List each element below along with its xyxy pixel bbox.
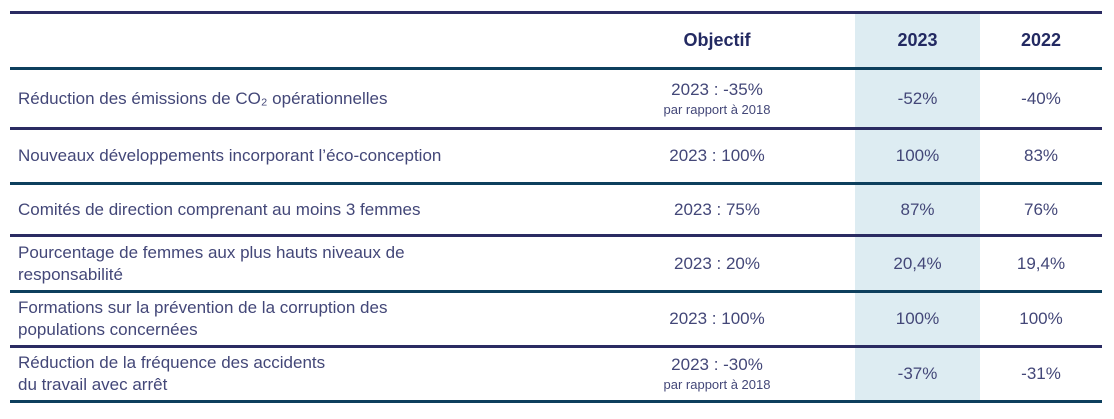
row-objectif-cell: 2023 : 100% — [579, 130, 855, 182]
objectif-note: par rapport à 2018 — [663, 377, 771, 392]
value-2022: 19,4% — [1016, 253, 1066, 273]
value-2023: 100% — [855, 130, 980, 182]
row-label: Formations sur la prévention de la corru… — [18, 298, 388, 339]
objectif-value: 2023 : -35% — [671, 79, 763, 99]
row-objectif-cell: 2023 : -35% par rapport à 2018 — [579, 70, 855, 127]
table-row: Nouveaux développements incorporant l’éc… — [10, 130, 1102, 185]
table-row: Pourcentage de femmes aux plus hauts niv… — [10, 237, 1102, 293]
value-2022: -31% — [1021, 364, 1061, 383]
row-objectif-cell: 2023 : -30% par rapport à 2018 — [579, 348, 855, 400]
table-row: Comités de direction comprenant au moins… — [10, 185, 1102, 237]
row-label: Réduction de la fréquence des accidents … — [18, 353, 326, 394]
row-label: Nouveaux développements incorporant l’éc… — [18, 146, 442, 165]
table-row: Réduction des émissions de CO₂ opération… — [10, 70, 1102, 130]
header-2022: 2022 — [1020, 30, 1062, 50]
row-objectif-cell: 2023 : 100% — [579, 293, 855, 345]
header-objectif: Objectif — [683, 30, 751, 50]
value-2023: 87% — [855, 185, 980, 234]
value-2022: 76% — [1023, 199, 1059, 219]
header-empty-cell — [10, 14, 579, 67]
value-2022: 83% — [1023, 146, 1059, 165]
value-2022: -40% — [1021, 88, 1061, 108]
objectif-note: par rapport à 2018 — [663, 101, 771, 117]
objectif-value: 2023 : 100% — [669, 146, 765, 165]
row-label: Pourcentage de femmes aux plus hauts niv… — [18, 242, 405, 284]
kpi-table: Objectif 2023 2022 Réduction des émissio… — [10, 11, 1102, 403]
table-row: Réduction de la fréquence des accidents … — [10, 348, 1102, 403]
objectif-value: 2023 : 100% — [669, 309, 765, 328]
objectif-value: 2023 : 20% — [673, 253, 760, 273]
table-header-row: Objectif 2023 2022 — [10, 14, 1102, 70]
value-2023: 100% — [855, 293, 980, 345]
row-label: Réduction des émissions de CO₂ opération… — [18, 88, 388, 108]
value-2023: 20,4% — [855, 237, 980, 290]
row-objectif-cell: 2023 : 20% — [579, 237, 855, 290]
row-objectif-cell: 2023 : 75% — [579, 185, 855, 234]
value-2023: -52% — [855, 70, 980, 127]
objectif-value: 2023 : 75% — [673, 199, 760, 219]
objectif-value: 2023 : -30% — [671, 355, 763, 374]
value-2022: 100% — [1019, 309, 1063, 328]
value-2023: -37% — [855, 348, 980, 400]
table-row: Formations sur la prévention de la corru… — [10, 293, 1102, 348]
row-label: Comités de direction comprenant au moins… — [18, 199, 421, 219]
header-2023: 2023 — [855, 14, 980, 67]
